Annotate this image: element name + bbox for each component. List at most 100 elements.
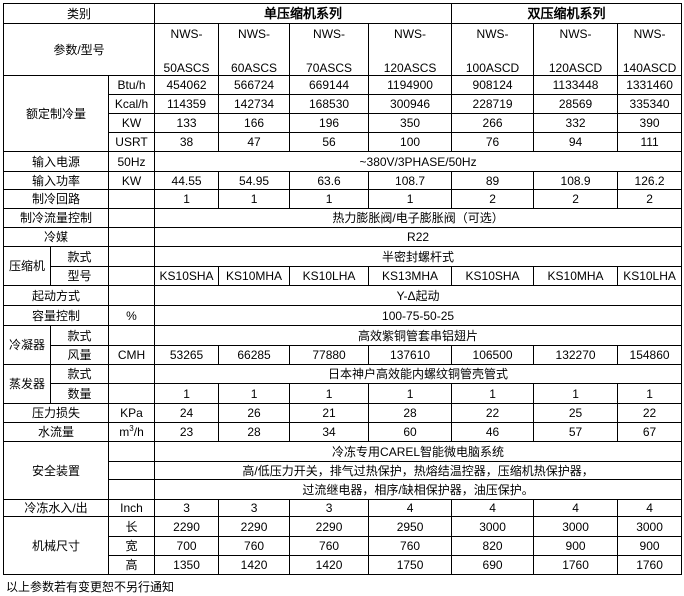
table-cell: 机械尺寸 [3,516,109,575]
value-cell: 1331460 [617,75,683,95]
model-prefix: NWS- [633,27,666,41]
value-cell: 332 [533,113,619,133]
table-cell: 冷媒 [3,227,109,247]
value-cell: 1350 [154,555,220,575]
value-cell: 760 [289,536,370,556]
safety-row: 高/低压力开关，排气过热保护，热熔结温控器，压缩机热保护器， [4,461,683,480]
model-cell: NWS- 100ASCD [451,23,535,76]
value-cell: 106500 [451,345,535,365]
value-cell: 67 [617,422,683,442]
value-cell: 66285 [218,345,291,365]
table-cell: 制冷流量控制 [3,208,109,228]
table-cell [107,461,156,480]
value-cell: 28569 [533,94,619,114]
value-cell: 26 [218,403,291,423]
value-cell: 196 [289,113,370,133]
value-cell: 266 [451,113,535,133]
value-cell: 2 [451,189,535,209]
table-cell [107,441,156,462]
value-cell: 1 [154,383,220,404]
model-prefix: NWS- [238,27,271,41]
table-cell: 100-75-50-25 [154,305,683,326]
value-cell: 1760 [617,555,683,575]
capacity-label: 额定制冷量 [3,75,109,152]
capacity-row: KW 133 166 196 350 266 332 390 [4,113,683,133]
value-cell: 126.2 [617,171,683,190]
value-cell: 900 [533,536,619,556]
value-cell: 60 [368,422,453,442]
value-cell: 2 [617,189,683,209]
value-cell: 908124 [451,75,535,95]
table-cell [107,208,156,228]
spec-table: 类别 单压缩机系列 双压缩机系列 参数/型号 NWS- 50ASCS NWS- 60ASCS N… [2,3,683,575]
value-cell: KS10LHA [617,266,683,286]
value-cell: 690 [451,555,535,575]
table-cell: 型号 [50,266,109,286]
value-cell: KS10MHA [533,266,619,286]
model-prefix: NWS- [313,27,346,41]
value-cell: 1420 [218,555,291,575]
footer-note: 以上参数若有变更恕不另行通知 [6,580,175,594]
value-cell: 142734 [218,94,291,114]
table-cell: 压力损失 [3,403,109,423]
value-cell: 56 [289,132,370,152]
value-cell: 111 [617,132,683,152]
model-prefix: NWS- [559,27,592,41]
value-cell: 1 [617,383,683,404]
safety-row: 过流继电器，相序/缺相保护器，油压保护。 [4,479,683,500]
model-prefix: NWS- [476,27,509,41]
value-cell: 54.95 [218,171,291,190]
table-cell: 50Hz [107,151,156,172]
table-cell: 数量 [50,383,109,404]
model-cell: NWS- 140ASCD [617,23,683,76]
value-cell: 63.6 [289,171,370,190]
table-cell [107,285,156,306]
value-cell: 22 [451,403,535,423]
value-cell: 44.55 [154,171,220,190]
value-cell: 47 [218,132,291,152]
value-cell: 4 [533,499,619,517]
value-cell: 335340 [617,94,683,114]
value-cell: 25 [533,403,619,423]
table-cell: KPa [107,403,156,423]
table-cell [107,325,156,346]
value-cell: 28 [218,422,291,442]
dual-series-header: 双压缩机系列 [451,3,683,24]
table-cell: % [107,305,156,326]
value-cell: 566724 [218,75,291,95]
capacity-row: 额定制冷量 Btu/h 454062 566724 669144 1194900 90812… [3,75,683,152]
table-cell: 起动方式 [3,285,109,306]
unit-cell: Kcal/h [107,94,156,114]
value-cell: 137610 [368,345,453,365]
value-cell: KS10LHA [289,266,370,286]
value-cell: 46 [451,422,535,442]
table-cell: 日本神户高效能内螺纹铜管壳管式 [154,364,683,384]
condenser-type-row: 冷凝器 款式 高效紫铜管套串铝翅片 [3,325,683,365]
table-cell [107,479,156,500]
model-code: 70ASCS [306,61,353,75]
table-cell [107,246,156,267]
value-cell: 168530 [289,94,370,114]
input-power-row: 输入功率 KW 44.55 54.95 63.6 108.7 89 108.9 126.2 [3,171,683,190]
model-row: 参数/型号 NWS- 50ASCS NWS- 60ASCS NWS- 70ASCS NWS- 1… [2,23,683,76]
water-flow-row: 水流量 m3/h 23 28 34 60 46 57 67 [3,422,683,442]
unit-cell: 高 [107,555,156,575]
value-cell: 1 [218,383,291,404]
value-cell: 1760 [533,555,619,575]
value-cell: 1 [289,189,370,209]
table-cell: 冷冻水入/出 [3,499,109,517]
safety-line: 高/低压力开关，排气过热保护，热熔结温控器，压缩机热保护器， [154,461,683,480]
value-cell: 454062 [154,75,220,95]
condenser-air-row: 风量 CMH 53265 66285 77880 137610 106500 132270 15… [4,345,683,365]
model-code: 120ASCS [383,61,437,75]
compressor-type-row: 压缩机 款式 半密封螺杆式 [3,246,683,286]
value-cell: 300946 [368,94,453,114]
param-model-label: 参数/型号 [2,23,156,76]
dimension-row: 高 1350 1420 1420 1750 690 1760 1760 [4,555,683,575]
table-cell: ~380V/3PHASE/50Hz [154,151,683,172]
model-cell: NWS- 70ASCS [289,23,370,76]
value-cell: 89 [451,171,535,190]
table-cell: 容量控制 [3,305,109,326]
single-series-header: 单压缩机系列 [154,3,453,24]
value-cell: 4 [451,499,535,517]
